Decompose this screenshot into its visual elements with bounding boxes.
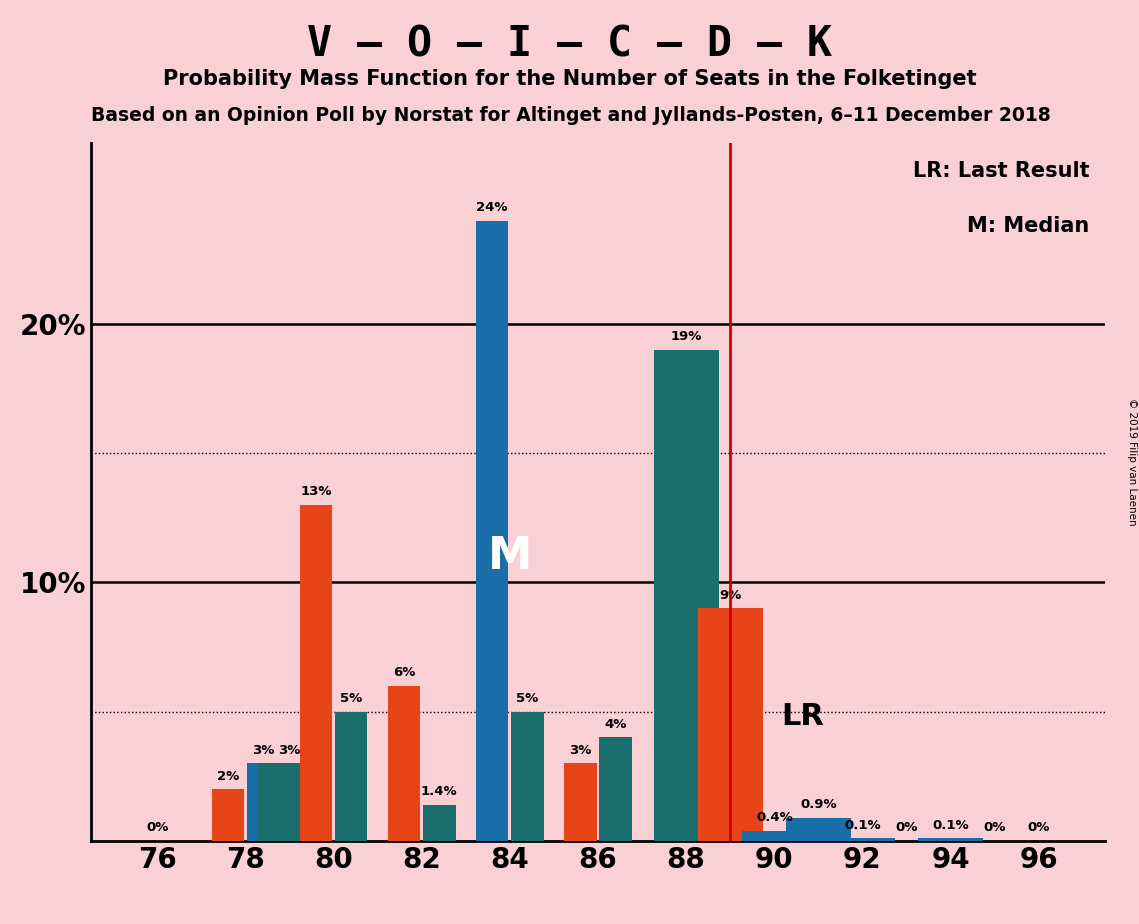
Text: V – O – I – C – D – K: V – O – I – C – D – K bbox=[308, 23, 831, 65]
Bar bbox=[918, 838, 983, 841]
Text: 0.1%: 0.1% bbox=[932, 819, 969, 832]
Bar bbox=[247, 763, 279, 841]
Text: 13%: 13% bbox=[301, 485, 331, 498]
Text: 0%: 0% bbox=[1027, 821, 1050, 834]
Bar bbox=[476, 221, 508, 841]
Text: M: Median: M: Median bbox=[967, 216, 1090, 237]
Text: 3%: 3% bbox=[570, 744, 591, 757]
Text: 0%: 0% bbox=[895, 821, 918, 834]
Text: 19%: 19% bbox=[671, 331, 702, 344]
Text: M: M bbox=[487, 535, 532, 578]
Text: 2%: 2% bbox=[216, 770, 239, 783]
Text: LR: Last Result: LR: Last Result bbox=[913, 161, 1090, 181]
Bar bbox=[335, 711, 368, 841]
Bar bbox=[654, 350, 719, 841]
Bar bbox=[387, 686, 420, 841]
Text: 5%: 5% bbox=[516, 692, 539, 705]
Bar bbox=[257, 763, 322, 841]
Text: 6%: 6% bbox=[393, 666, 416, 679]
Text: 0.1%: 0.1% bbox=[844, 819, 880, 832]
Text: 0%: 0% bbox=[983, 821, 1006, 834]
Bar bbox=[830, 838, 895, 841]
Bar bbox=[741, 831, 806, 841]
Text: 24%: 24% bbox=[476, 201, 508, 214]
Bar bbox=[300, 505, 333, 841]
Bar bbox=[511, 711, 543, 841]
Text: LR: LR bbox=[781, 702, 823, 731]
Text: 5%: 5% bbox=[341, 692, 362, 705]
Bar bbox=[564, 763, 597, 841]
Text: Probability Mass Function for the Number of Seats in the Folketinget: Probability Mass Function for the Number… bbox=[163, 69, 976, 90]
Text: 3%: 3% bbox=[278, 744, 301, 757]
Text: 3%: 3% bbox=[252, 744, 274, 757]
Text: 0.9%: 0.9% bbox=[800, 798, 837, 811]
Bar bbox=[212, 789, 244, 841]
Text: 0%: 0% bbox=[146, 821, 169, 834]
Text: Based on an Opinion Poll by Norstat for Altinget and Jyllands-Posten, 6–11 Decem: Based on an Opinion Poll by Norstat for … bbox=[91, 106, 1051, 126]
Text: 1.4%: 1.4% bbox=[421, 785, 458, 798]
Text: © 2019 Filip van Laenen: © 2019 Filip van Laenen bbox=[1126, 398, 1137, 526]
Bar bbox=[599, 737, 632, 841]
Bar bbox=[423, 805, 456, 841]
Text: 4%: 4% bbox=[605, 718, 626, 731]
Bar bbox=[786, 818, 851, 841]
Text: 0.4%: 0.4% bbox=[756, 811, 793, 824]
Bar bbox=[698, 608, 763, 841]
Text: 9%: 9% bbox=[719, 589, 741, 602]
